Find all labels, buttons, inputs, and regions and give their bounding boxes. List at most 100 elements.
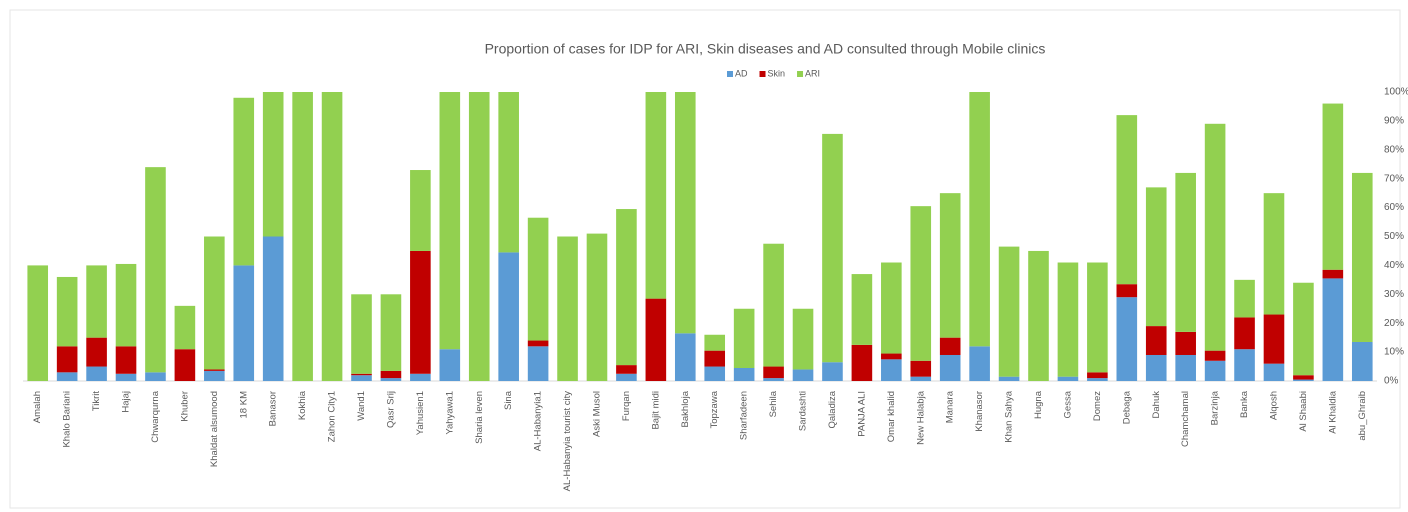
x-tick-label: Khanasor [974,391,985,432]
bar-segment [1263,314,1285,364]
bar-segment [86,337,107,367]
x-tick-label: 18 KM [238,391,249,419]
bar-segment [674,333,696,381]
bar-segment [704,366,726,381]
bar-segment [1204,350,1226,361]
bar-segment [851,344,873,381]
x-tick-label: Debaga [1121,390,1132,424]
bar-segment [851,274,873,345]
x-tick-label: Yahyawa1 [444,391,455,435]
bar-segment [56,372,78,381]
bar-segment [380,370,402,379]
bar-segment [86,265,107,338]
bar-segment [1116,284,1138,298]
bar-segment [763,243,784,367]
bar-segment [939,337,961,355]
bar-segment [1263,193,1285,315]
bar-segment [115,263,137,347]
x-tick-label: Khalo Bariani [62,391,73,448]
bar-segment [1351,341,1373,381]
bar-segment [204,236,225,370]
bar-segment [704,350,726,367]
bar-segment [1322,103,1344,270]
bar-segment [939,354,961,381]
y-tick-label: 60% [1384,202,1404,213]
x-tick-label: Banasor [268,391,279,426]
bar-segment [881,359,902,381]
x-tick-label: Al Khaldia [1327,390,1338,433]
bar-segment [145,167,166,373]
bar-segment [1204,123,1226,351]
bar-segment [881,262,902,354]
bar-segment [527,346,549,381]
bar-segment [204,370,225,381]
x-tick-label: Amalah [32,391,43,423]
bar-segment [969,92,990,347]
x-tick-label: Al Shaabi [1298,391,1309,432]
bar-segment [1145,354,1167,381]
bar-segment [881,353,902,360]
x-tick-label: Alqosh [1268,391,1279,420]
bar-segment [468,92,490,381]
x-tick-label: Kokhia [297,390,308,420]
bar-segment [704,334,726,351]
x-tick-label: Topzawa [709,390,720,428]
bar-segment [86,366,107,381]
bar-segment [969,346,990,381]
x-tick-label: abu_Ghraib [1357,391,1368,441]
bar-segment [1087,372,1108,379]
bar-segment [616,365,637,374]
x-tick-label: Qasr Srij [385,391,396,428]
bar-segment [498,252,519,381]
x-tick-label: AL-Habanyia tourist city [562,391,573,492]
legend-swatch [797,71,804,77]
bar-segment [557,236,578,381]
bar-segment [822,133,843,363]
bar-segment [763,366,784,379]
bar-segment [763,378,784,381]
x-tick-label: PANJA ALI [856,391,867,437]
y-tick-label: 10% [1384,347,1404,358]
bar-segment [645,92,667,299]
bar-segment [527,340,549,347]
bar-segment [233,97,255,266]
bar-segment [1293,375,1314,380]
y-tick-label: 80% [1384,144,1404,155]
bar-segment [1116,115,1138,285]
bar-segment [145,372,166,381]
bar-segment [910,206,932,361]
x-tick-label: Domez [1092,391,1103,421]
x-tick-label: Khuber [179,391,190,422]
x-tick-label: Sharia leven [474,391,485,444]
x-tick-label: Zahon City1 [327,391,338,442]
bar-segment [792,308,814,370]
bar-segment [733,367,755,381]
bar-segment [1087,378,1108,381]
x-tick-label: Bajit midi [650,391,661,430]
bar-segment [1293,379,1314,381]
bar-segment [1175,331,1196,355]
bar-segment [204,369,225,371]
legend-label: Skin [768,68,786,78]
bar-segment [1057,376,1079,381]
bar-segment [56,346,78,373]
bar-segment [439,349,461,381]
bar-segment [1351,172,1373,342]
bar-segment [1234,279,1255,318]
bar-segment [1322,269,1344,279]
x-tick-label: Chwarqurna [150,390,161,442]
x-tick-label: Gessa [1062,390,1073,418]
x-tick-label: Banka [1239,390,1250,418]
bar-segment [351,294,372,374]
bar-segment [1028,250,1049,381]
legend-label: ARI [805,68,820,78]
bar-segment [1087,262,1108,373]
bar-segment [351,373,372,376]
x-tick-label: Khan Sahya [1004,390,1015,442]
bar-segment [410,373,431,381]
bar-segment [292,92,313,381]
bar-segment [27,265,49,381]
bar-segment [1145,187,1167,327]
chart-title: Proportion of cases for IDP for ARI, Ski… [485,41,1046,57]
